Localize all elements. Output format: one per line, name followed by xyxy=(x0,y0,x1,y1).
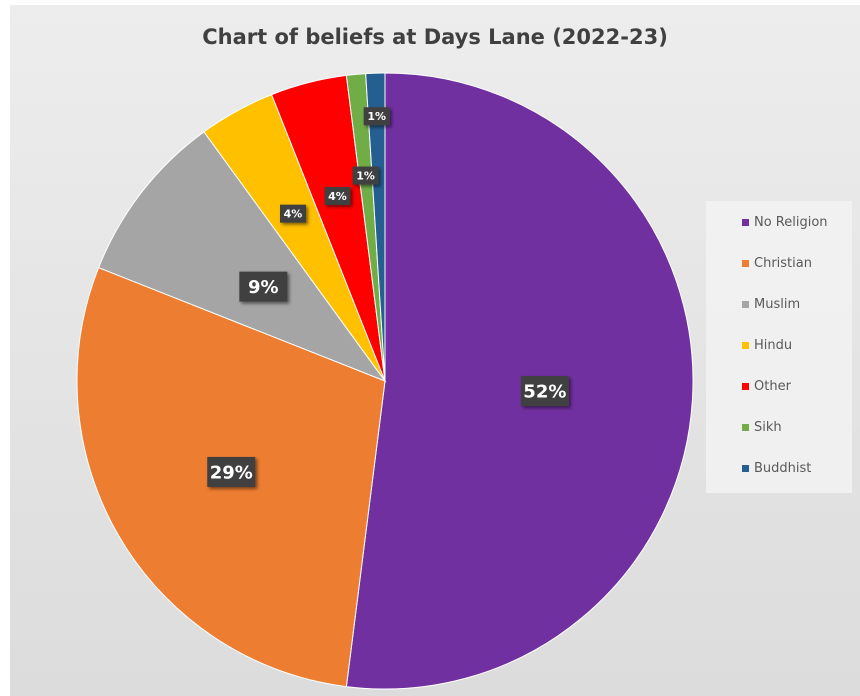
pie-slice-buddhist xyxy=(365,72,386,382)
legend: No Religion Christian Muslim Hindu Other Sikh… xyxy=(706,201,852,493)
data-label-muslim: 9% xyxy=(239,271,288,302)
legend-swatch xyxy=(742,260,749,267)
svg-text:1%: 1% xyxy=(356,170,375,183)
legend-swatch xyxy=(742,342,749,349)
data-label-no-religion: 52% xyxy=(520,376,569,407)
legend-item-other: Other xyxy=(742,379,791,394)
legend-label: Sikh xyxy=(754,420,782,435)
data-label-christian: 29% xyxy=(207,456,256,487)
legend-label: Christian xyxy=(754,256,812,271)
legend-swatch xyxy=(742,383,749,390)
legend-item-no-religion: No Religion xyxy=(742,215,828,230)
svg-text:4%: 4% xyxy=(284,208,303,221)
legend-item-christian: Christian xyxy=(742,256,812,271)
legend-swatch xyxy=(742,219,749,226)
data-label-buddhist: 1% xyxy=(363,107,390,126)
svg-text:9%: 9% xyxy=(248,277,279,298)
legend-label: Other xyxy=(754,379,791,394)
chart-area: Chart of beliefs at Days Lane (2022-23) … xyxy=(10,5,860,696)
pie-chart: 52% 29% 9% 4% 4% 1% 1% xyxy=(76,72,694,690)
legend-label: Buddhist xyxy=(754,461,812,476)
svg-text:52%: 52% xyxy=(523,382,566,403)
legend-item-sikh: Sikh xyxy=(742,420,782,435)
legend-swatch xyxy=(742,301,749,308)
legend-swatch xyxy=(742,465,749,472)
pie-slice-muslim xyxy=(97,131,387,383)
svg-text:29%: 29% xyxy=(210,462,253,483)
data-label-hindu: 4% xyxy=(280,204,307,223)
pie-slice-no-religion xyxy=(345,72,694,690)
svg-text:4%: 4% xyxy=(328,190,347,203)
data-label-other: 4% xyxy=(324,187,351,206)
legend-label: Hindu xyxy=(754,338,793,353)
svg-text:1%: 1% xyxy=(367,110,386,123)
legend-item-hindu: Hindu xyxy=(742,338,792,353)
legend-label: Muslim xyxy=(754,297,801,312)
legend-label: No Religion xyxy=(754,215,828,230)
legend-item-muslim: Muslim xyxy=(742,297,800,312)
chart-title: Chart of beliefs at Days Lane (2022-23) xyxy=(202,25,668,49)
data-label-sikh: 1% xyxy=(352,166,379,185)
legend-item-buddhist: Buddhist xyxy=(742,461,811,476)
legend-swatch xyxy=(742,424,749,431)
